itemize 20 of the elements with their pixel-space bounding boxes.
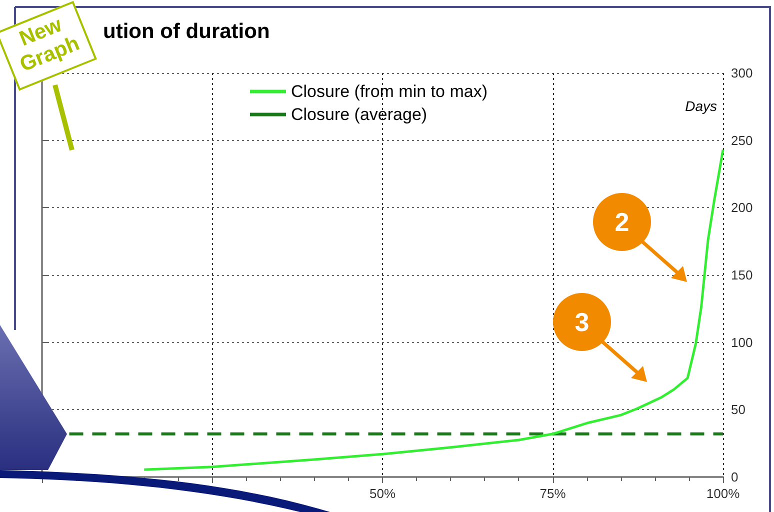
x-tick-label: 75% bbox=[540, 486, 566, 501]
y-tick-label: 250 bbox=[731, 132, 753, 148]
chart-title: ution of duration bbox=[103, 20, 270, 44]
y-tick-label: 100 bbox=[731, 334, 753, 350]
annotation: 3 bbox=[574, 307, 590, 337]
legend-label: Closure (average) bbox=[291, 105, 428, 124]
annotation: 2 bbox=[614, 207, 630, 237]
y-tick-label: 150 bbox=[731, 268, 753, 282]
y-axis-title: Days bbox=[685, 98, 718, 114]
y-tick-label: 300 bbox=[731, 66, 753, 80]
y-tick-label: 50 bbox=[731, 402, 746, 418]
y-tick-label: 0 bbox=[731, 470, 738, 484]
x-tick-label: 100% bbox=[706, 486, 740, 501]
legend-label: Closure (from min to max) bbox=[291, 82, 488, 101]
numbered-arrow-badge: 2 bbox=[593, 193, 687, 282]
x-tick-label: 50% bbox=[369, 486, 396, 501]
y-tick-label: 200 bbox=[731, 200, 753, 216]
line-series bbox=[142, 148, 724, 471]
sign-board: New Graph bbox=[0, 0, 98, 90]
numbered-arrow-badge: 3 bbox=[553, 293, 647, 382]
